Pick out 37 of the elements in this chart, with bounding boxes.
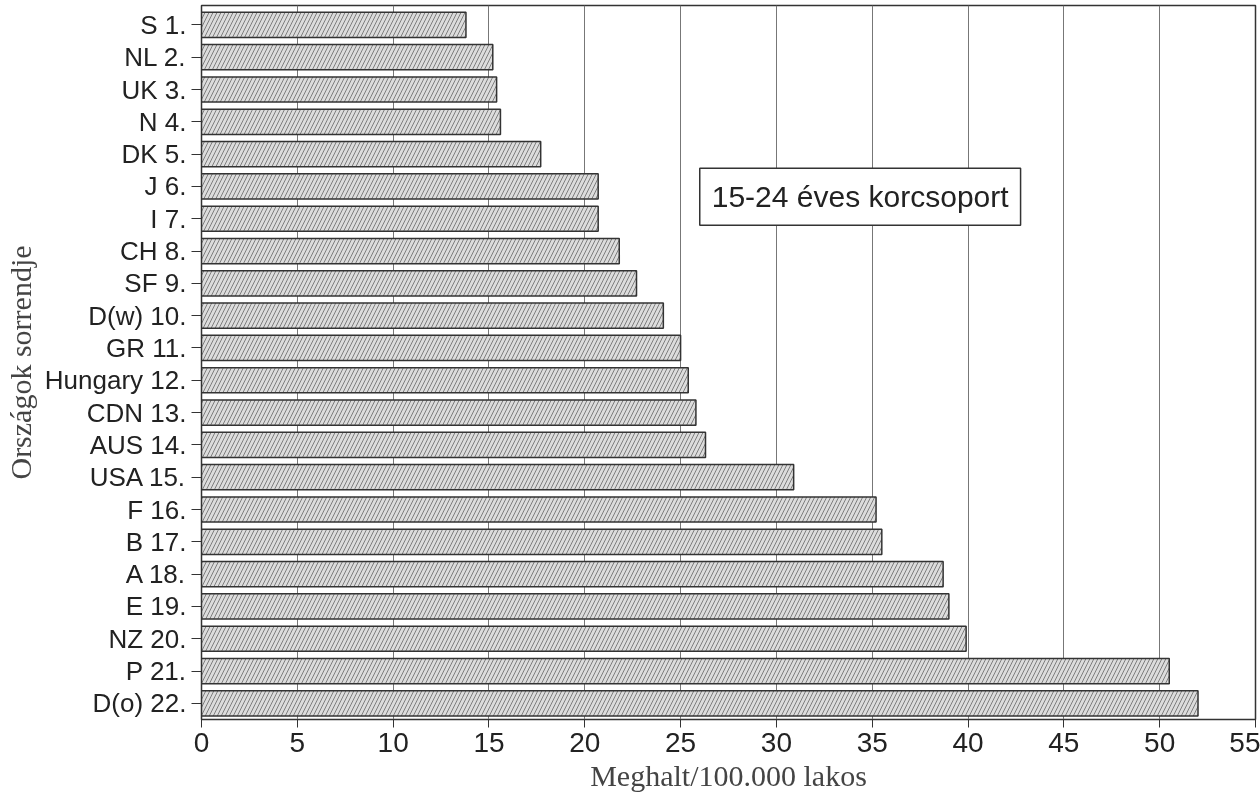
y-tick-label: B 17. [125, 526, 187, 557]
y-tick-label: CH 8. [120, 236, 187, 267]
x-tick-label: 35 [856, 726, 888, 758]
y-tick-label: A 18. [125, 559, 186, 590]
y-tick-label: NZ 20. [108, 623, 187, 654]
y-tick-label: E 19. [125, 591, 187, 622]
y-tick-label: F 16. [127, 494, 187, 525]
annotation: 15-24 éves korcsoport [711, 180, 1010, 214]
y-tick-label: P 21. [125, 656, 187, 687]
y-tick-label: Hungary 12. [44, 365, 187, 396]
x-tick-label: 50 [1144, 726, 1176, 758]
y-tick-label: NL 2. [124, 42, 186, 73]
y-tick-label: S 1. [140, 9, 187, 40]
y-tick-label: D(w) 10. [88, 300, 187, 331]
x-tick-label: 40 [952, 726, 984, 758]
y-tick-label: DK 5. [121, 139, 187, 170]
x-tick-label: 55 [1229, 726, 1260, 758]
y-tick-label: J 6. [144, 171, 187, 202]
x-axis-title: Meghalt/100.000 lakos [590, 758, 867, 792]
x-tick-label: 5 [289, 726, 306, 758]
x-tick-label: 10 [377, 726, 409, 758]
y-tick-label: AUS 14. [89, 429, 187, 460]
x-tick-label: 25 [665, 726, 697, 758]
y-tick-label: D(o) 22. [92, 688, 187, 719]
x-tick-label: 30 [760, 726, 792, 758]
x-tick-label: 15 [473, 726, 505, 758]
y-tick-label: UK 3. [121, 74, 187, 105]
x-tick-label: 20 [569, 726, 601, 758]
y-tick-label: USA 15. [89, 462, 186, 493]
x-tick-label: 0 [193, 726, 210, 758]
y-tick-label: N 4. [138, 106, 187, 137]
y-axis-title: Országok sorrendje [3, 245, 37, 480]
x-tick-label: 45 [1048, 726, 1080, 758]
y-tick-label: SF 9. [124, 268, 187, 299]
y-tick-label: GR 11. [106, 332, 187, 363]
y-tick-label: I 7. [150, 203, 187, 234]
y-tick-label: CDN 13. [86, 397, 187, 428]
